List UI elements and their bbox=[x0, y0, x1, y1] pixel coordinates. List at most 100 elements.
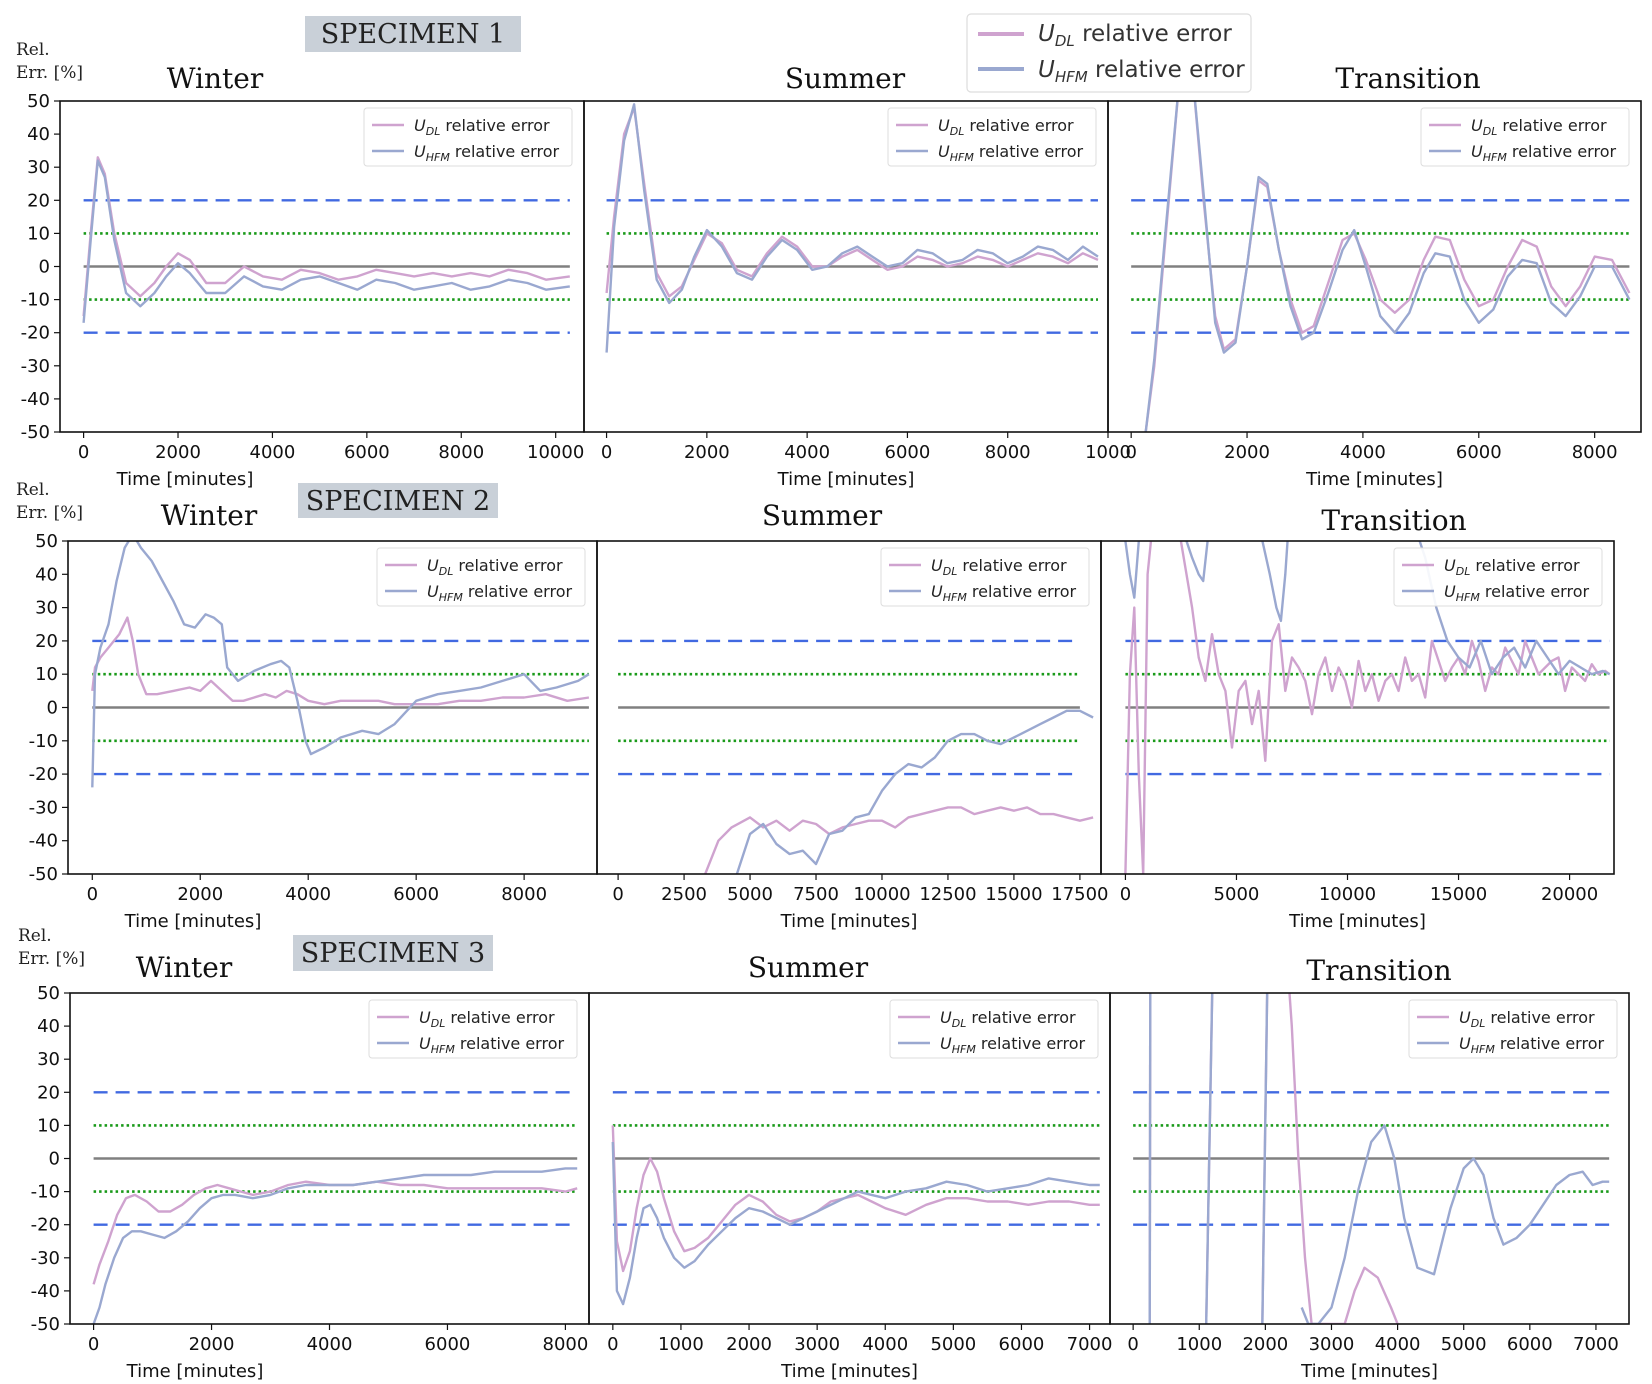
spec2-winter-ytick-label: -10 bbox=[29, 731, 58, 752]
specimen-2-banner-text: SPECIMEN 2 bbox=[306, 486, 490, 517]
spec3-summer-xlabel: Time [minutes] bbox=[780, 1361, 918, 1382]
spec2-summer-xlabel: Time [minutes] bbox=[780, 911, 918, 932]
spec1-summer-legend-label-uhfm: UHFM relative error bbox=[938, 142, 1083, 164]
spec1-winter-ytick-label: 0 bbox=[39, 257, 50, 278]
spec2-summer-series-uhfm bbox=[735, 709, 1094, 874]
spec1-transition-xlabel: Time [minutes] bbox=[1305, 469, 1443, 490]
spec2-summer-title: Summer bbox=[762, 499, 883, 532]
spec3-winter-ytick-label: 0 bbox=[49, 1149, 60, 1170]
spec1-winter-xlabel: Time [minutes] bbox=[116, 469, 254, 490]
spec1-winter-xtick-label: 8000 bbox=[438, 442, 484, 463]
spec1-transition-series-uhfm bbox=[1144, 101, 1631, 432]
spec1-summer-xlabel: Time [minutes] bbox=[777, 469, 915, 490]
spec2-winter-ytick-label: 0 bbox=[47, 698, 58, 719]
spec2-summer-legend-label-udl: UDL relative error bbox=[931, 556, 1067, 578]
spec2-summer-plot-area bbox=[618, 639, 1094, 874]
spec1-winter-xtick-label: 0 bbox=[78, 442, 89, 463]
spec2-summer-xtick-label: 2500 bbox=[661, 884, 707, 905]
spec3-summer-xtick-label: 3000 bbox=[794, 1334, 840, 1355]
spec1-winter-ytick-label: -40 bbox=[21, 389, 50, 410]
spec1-winter-legend-label-uhfm: UHFM relative error bbox=[414, 142, 559, 164]
spec2-winter-ytick-label: -30 bbox=[29, 797, 58, 818]
spec2-summer-legend-frame bbox=[880, 547, 1090, 607]
spec3-winter-ytick-label: 50 bbox=[37, 983, 60, 1004]
spec3-transition-xtick-label: 3000 bbox=[1309, 1334, 1355, 1355]
spec1-winter-ytick-label: 20 bbox=[27, 190, 50, 211]
spec2-summer-xtick-label: 0 bbox=[612, 884, 623, 905]
spec1-winter-ytick-label: 10 bbox=[27, 223, 50, 244]
spec2-winter-series-udl bbox=[91, 616, 590, 706]
spec1-summer-plot-area bbox=[605, 103, 1099, 353]
row-3-y-label: Rel. Err. [%] bbox=[18, 926, 85, 969]
spec2-winter-series-uhfm bbox=[91, 541, 590, 788]
spec1-transition-legend: UDL relative error UHFM relative error bbox=[1420, 107, 1630, 167]
spec2-winter-ytick-label: -50 bbox=[29, 864, 58, 885]
spec1-winter-ytick-label: 40 bbox=[27, 124, 50, 145]
spec3-winter-legend-label-udl: UDL relative error bbox=[419, 1008, 555, 1030]
spec3-transition-legend-frame bbox=[1408, 999, 1618, 1059]
spec3-summer-legend-label-udl: UDL relative error bbox=[940, 1008, 1076, 1030]
spec2-transition-legend-label-uhfm: UHFM relative error bbox=[1444, 582, 1589, 604]
specimen-2-banner: SPECIMEN 2 bbox=[298, 483, 498, 518]
spec3-summer-legend-frame bbox=[889, 999, 1099, 1059]
spec3-summer-xtick-label: 4000 bbox=[862, 1334, 908, 1355]
spec2-transition-series-uhfm bbox=[1124, 541, 1611, 676]
spec2-transition-title: Transition bbox=[1321, 504, 1466, 537]
spec3-winter-title: Winter bbox=[136, 951, 233, 984]
spec3-summer-xtick-label: 7000 bbox=[1067, 1334, 1113, 1355]
spec1-winter-ytick-label: 30 bbox=[27, 157, 50, 178]
spec2-winter-xtick-label: 0 bbox=[87, 884, 98, 905]
spec3-transition-xtick-label: 4000 bbox=[1375, 1334, 1421, 1355]
spec3-transition-xtick-label: 2000 bbox=[1242, 1334, 1288, 1355]
spec1-transition-xtick-label: 4000 bbox=[1340, 442, 1386, 463]
chart-specimen1-transition: Transition 0 2000 4000 6000 8000 Time [minutes… bbox=[1107, 62, 1642, 490]
spec1-transition-xtick-label: 6000 bbox=[1456, 442, 1502, 463]
spec2-summer-xtick-label: 15000 bbox=[985, 884, 1042, 905]
spec3-summer-xtick-label: 2000 bbox=[726, 1334, 772, 1355]
spec3-winter-series-uhfm bbox=[92, 1167, 578, 1324]
chart-specimen1-winter: Winter 0 2000 4000 6000 8000 10000 -50 -40 -30 -20… bbox=[21, 62, 585, 490]
row-2-y-label-line2: Err. [%] bbox=[16, 503, 83, 523]
spec2-winter-ytick-label: 10 bbox=[35, 664, 58, 685]
row-1-y-label-line1: Rel. bbox=[16, 40, 50, 60]
spec2-winter-legend-frame bbox=[376, 547, 586, 607]
spec3-winter-xtick-label: 2000 bbox=[189, 1334, 235, 1355]
spec2-summer-xtick-label: 5000 bbox=[727, 884, 773, 905]
spec1-transition-plot-area bbox=[1131, 101, 1631, 432]
specimen-1-banner-bg bbox=[305, 16, 521, 52]
spec1-summer-xtick-label: 8000 bbox=[985, 442, 1031, 463]
spec2-summer-xtick-label: 12500 bbox=[919, 884, 976, 905]
spec3-summer-series-uhfm bbox=[611, 1141, 1100, 1306]
spec2-winter-ytick-label: 40 bbox=[35, 564, 58, 585]
spec3-winter-ytick-label: 40 bbox=[37, 1016, 60, 1037]
spec2-transition-xtick-label: 20000 bbox=[1541, 884, 1598, 905]
spec3-transition-legend: UDL relative error UHFM relative error bbox=[1408, 999, 1618, 1059]
spec3-transition-xtick-label: 7000 bbox=[1573, 1334, 1619, 1355]
spec1-summer-series-uhfm bbox=[605, 103, 1099, 353]
chart-specimen2-transition: Transition 0 5000 10000 15000 20000 Time [minu… bbox=[1100, 504, 1615, 932]
spec2-winter-legend-label-uhfm: UHFM relative error bbox=[427, 582, 572, 604]
spec1-winter-title: Winter bbox=[167, 62, 264, 95]
spec3-transition-frame bbox=[1109, 992, 1630, 1325]
spec3-winter-xtick-label: 4000 bbox=[307, 1334, 353, 1355]
spec3-winter-ytick-label: 10 bbox=[37, 1115, 60, 1136]
spec1-winter-legend-label-udl: UDL relative error bbox=[414, 116, 550, 138]
spec1-winter-legend: UDL relative error UHFM relative error bbox=[363, 107, 573, 167]
spec2-transition-plot-area bbox=[1124, 541, 1611, 874]
specimen-1-banner: SPECIMEN 1 bbox=[305, 16, 521, 52]
spec1-winter-series-uhfm bbox=[82, 159, 570, 323]
spec3-summer-xtick-label: 0 bbox=[607, 1334, 618, 1355]
spec1-winter-ytick-label: -50 bbox=[21, 422, 50, 443]
spec3-transition-steep-segment-5 bbox=[1261, 993, 1269, 1324]
row-2-y-label: Rel. Err. [%] bbox=[16, 480, 83, 523]
spec2-winter-ytick-label: -40 bbox=[29, 831, 58, 852]
chart-specimen3-summer: Summer 0 1000 2000 3000 4000 5000 6000 7000 Time … bbox=[588, 951, 1113, 1382]
spec3-transition-legend-label-uhfm: UHFM relative error bbox=[1459, 1034, 1604, 1056]
global-legend-uhfm-label: UHFM relative error bbox=[1038, 57, 1245, 86]
spec2-summer-legend-label-uhfm: UHFM relative error bbox=[931, 582, 1076, 604]
spec3-transition-xlabel: Time [minutes] bbox=[1300, 1361, 1438, 1382]
spec3-summer-xtick-label: 5000 bbox=[930, 1334, 976, 1355]
spec1-summer-xtick-label: 1000 bbox=[1085, 442, 1131, 463]
spec3-summer-legend-label-uhfm: UHFM relative error bbox=[940, 1034, 1085, 1056]
